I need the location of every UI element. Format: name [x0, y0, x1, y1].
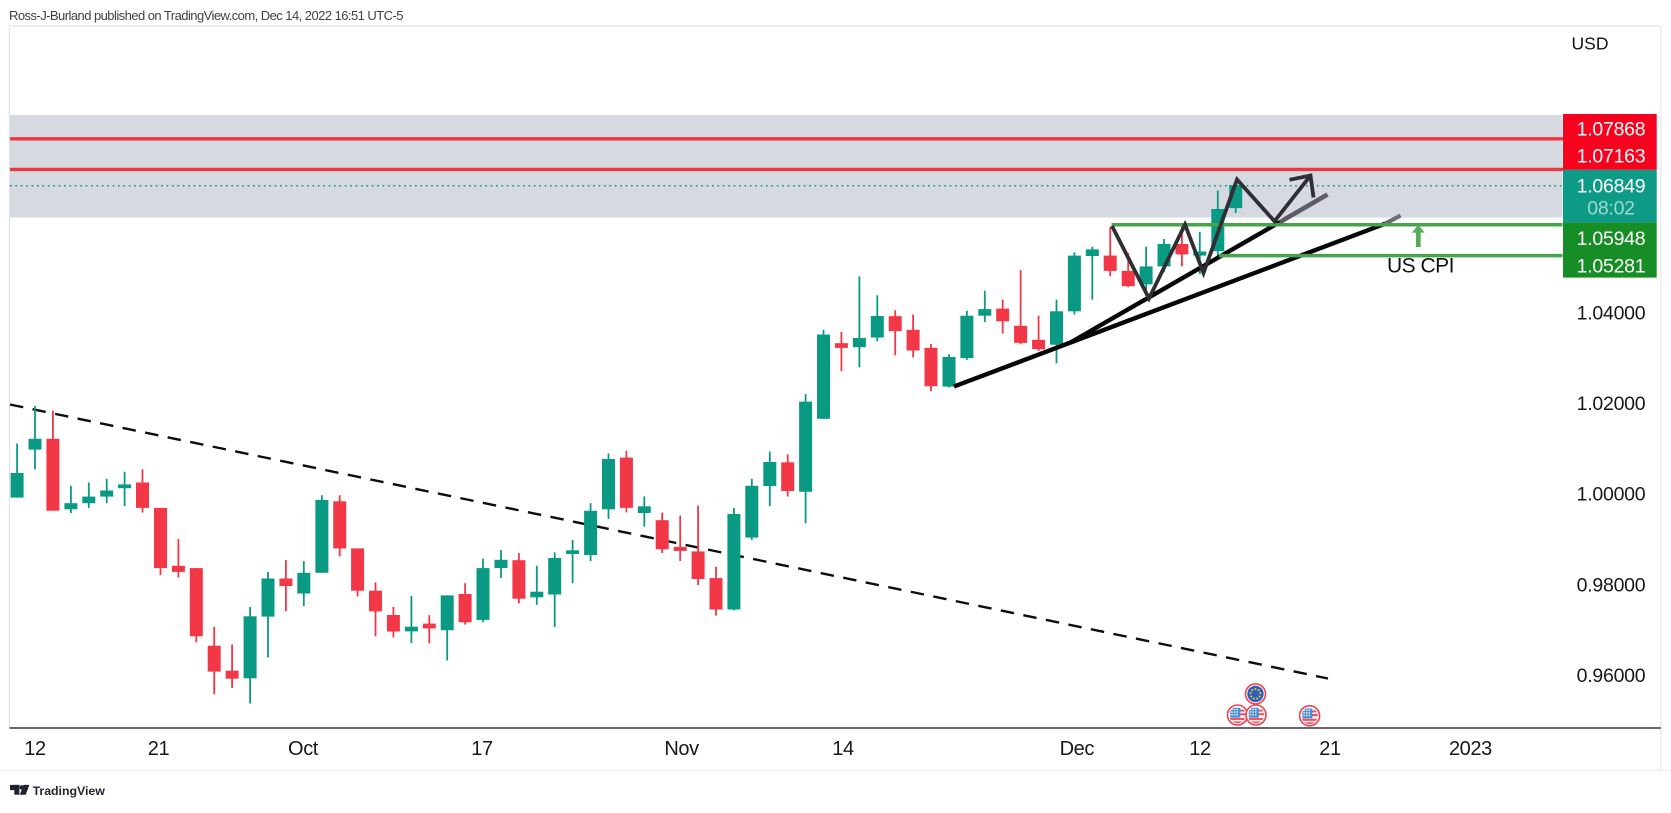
svg-text:12: 12: [24, 738, 46, 760]
svg-text:1.00000: 1.00000: [1577, 484, 1646, 506]
svg-text:US CPI: US CPI: [1387, 255, 1454, 278]
svg-text:1.05281: 1.05281: [1577, 256, 1646, 278]
svg-text:17: 17: [471, 738, 493, 760]
svg-text:1.05948: 1.05948: [1577, 228, 1646, 250]
svg-text:Dec: Dec: [1060, 738, 1095, 760]
svg-text:1.07868: 1.07868: [1577, 119, 1646, 141]
svg-text:TradingView: TradingView: [33, 784, 106, 798]
svg-text:USD: USD: [1572, 34, 1609, 54]
svg-text:21: 21: [1319, 738, 1341, 760]
svg-text:Ross-J-Burland published on Tr: Ross-J-Burland published on TradingView.…: [9, 8, 403, 23]
svg-text:1.04000: 1.04000: [1577, 303, 1646, 325]
svg-text:14: 14: [832, 738, 854, 760]
svg-text:Nov: Nov: [664, 738, 699, 760]
svg-text:1.02000: 1.02000: [1577, 393, 1646, 415]
svg-text:21: 21: [148, 738, 170, 760]
svg-text:0.96000: 0.96000: [1577, 665, 1646, 687]
svg-text:12: 12: [1189, 738, 1211, 760]
svg-text:08:02: 08:02: [1587, 198, 1635, 220]
svg-text:0.98000: 0.98000: [1577, 574, 1646, 596]
svg-text:1.06849: 1.06849: [1577, 176, 1646, 198]
svg-text:Oct: Oct: [288, 738, 319, 760]
svg-text:2023: 2023: [1449, 738, 1492, 760]
svg-text:1.07163: 1.07163: [1577, 146, 1646, 168]
